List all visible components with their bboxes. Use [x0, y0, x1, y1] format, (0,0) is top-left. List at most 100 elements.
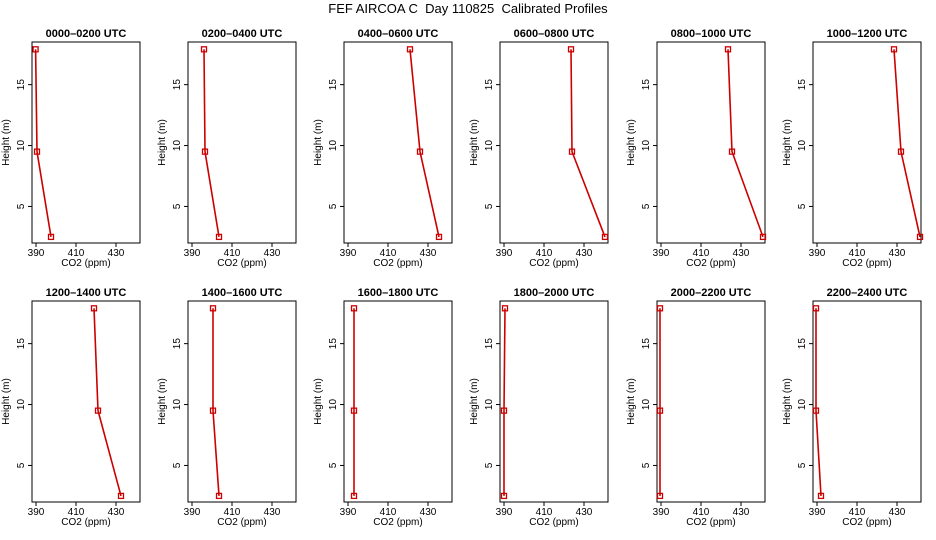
x-tick-label: 390 [809, 248, 826, 259]
data-point-marker [568, 148, 576, 155]
data-point-marker [215, 492, 223, 500]
x-tick-label: 410 [68, 248, 85, 259]
data-point-marker [33, 148, 41, 155]
y-tick-label: 10 [484, 399, 495, 411]
data-point-marker [656, 305, 664, 312]
profile-line [503, 308, 506, 496]
data-point-marker [890, 46, 898, 53]
y-tick-label: 5 [641, 462, 652, 468]
panel-title: 1600–1800 UTC [358, 287, 439, 299]
data-point-marker [567, 46, 575, 53]
data-point-marker [501, 305, 509, 312]
y-tick-label: 10 [16, 399, 27, 411]
data-point-marker [90, 305, 98, 312]
x-tick-label: 430 [108, 507, 125, 518]
profile-line [34, 49, 52, 238]
profile-line [203, 49, 220, 238]
y-tick-label: 5 [328, 462, 339, 468]
data-point-marker [94, 407, 102, 414]
y-tick-label: 5 [484, 462, 495, 468]
data-point-marker [350, 305, 358, 312]
plot-frame [499, 41, 609, 244]
x-tick-label: 410 [693, 248, 710, 259]
data-point-marker [209, 407, 217, 414]
x-axis-label: CO2 (ppm) [842, 517, 891, 528]
plot-frame [343, 41, 453, 244]
y-tick-label: 5 [484, 203, 495, 209]
y-tick-label: 15 [641, 79, 652, 91]
panel-title: 1000–1200 UTC [827, 28, 908, 40]
x-tick-label: 410 [536, 248, 553, 259]
data-point-marker [350, 492, 358, 500]
profile-line [893, 49, 921, 238]
x-tick-label: 390 [340, 507, 357, 518]
x-axis-label: CO2 (ppm) [217, 258, 266, 269]
y-tick-label: 15 [797, 79, 808, 91]
x-tick-label: 390 [653, 507, 670, 518]
data-point-marker [728, 148, 736, 155]
y-tick-label: 5 [16, 462, 27, 468]
plot-frame [187, 41, 297, 244]
x-tick-label: 410 [693, 507, 710, 518]
y-axis-label: Height (m) [313, 378, 324, 425]
profile-line [570, 49, 606, 238]
y-tick-label: 15 [484, 79, 495, 91]
plot-frame [499, 300, 609, 503]
y-tick-label: 15 [16, 338, 27, 350]
y-tick-label: 15 [797, 338, 808, 350]
x-tick-label: 410 [380, 507, 397, 518]
panel-title: 0000–0200 UTC [46, 28, 127, 40]
x-tick-label: 430 [889, 507, 906, 518]
y-tick-label: 10 [172, 140, 183, 152]
x-tick-label: 430 [420, 248, 437, 259]
data-point-marker [47, 233, 55, 241]
x-axis-label: CO2 (ppm) [842, 258, 891, 269]
x-tick-label: 390 [184, 507, 201, 518]
x-axis-label: CO2 (ppm) [529, 517, 578, 528]
panel-title: 1200–1400 UTC [46, 287, 127, 299]
profile-line [727, 49, 764, 238]
x-tick-label: 390 [340, 248, 357, 259]
data-point-marker [656, 407, 664, 414]
data-point-marker [435, 233, 443, 241]
data-point-marker [416, 148, 424, 155]
x-axis-label: CO2 (ppm) [217, 517, 266, 528]
y-tick-label: 5 [16, 203, 27, 209]
panel-title: 1800–2000 UTC [514, 287, 595, 299]
panel-title: 1400–1600 UTC [202, 287, 283, 299]
data-point-marker [601, 233, 609, 241]
x-axis-label: CO2 (ppm) [373, 258, 422, 269]
data-point-marker [759, 233, 767, 241]
x-axis-label: CO2 (ppm) [686, 517, 735, 528]
data-point-marker [812, 407, 820, 414]
panel-title: 2200–2400 UTC [827, 287, 908, 299]
x-tick-label: 430 [733, 248, 750, 259]
y-tick-label: 10 [484, 140, 495, 152]
x-axis-label: CO2 (ppm) [61, 258, 110, 269]
x-tick-label: 390 [653, 248, 670, 259]
plot-frame [812, 300, 922, 503]
chart-main-title: FEF AIRCOA C Day 110825 Calibrated Profi… [328, 1, 608, 16]
x-axis-label: CO2 (ppm) [529, 258, 578, 269]
x-tick-label: 410 [68, 507, 85, 518]
y-tick-label: 15 [484, 338, 495, 350]
y-tick-label: 5 [797, 203, 808, 209]
x-tick-label: 430 [576, 507, 593, 518]
x-tick-label: 430 [264, 507, 281, 518]
x-tick-label: 430 [108, 248, 125, 259]
y-tick-label: 10 [172, 399, 183, 411]
data-point-marker [200, 46, 208, 53]
x-axis-label: CO2 (ppm) [373, 517, 422, 528]
y-tick-label: 10 [328, 399, 339, 411]
x-tick-label: 430 [889, 248, 906, 259]
x-tick-label: 430 [264, 248, 281, 259]
y-axis-label: Height (m) [157, 119, 168, 166]
y-tick-label: 15 [172, 79, 183, 91]
y-tick-label: 10 [797, 140, 808, 152]
panel-title: 0800–1000 UTC [671, 28, 752, 40]
y-axis-label: Height (m) [626, 378, 637, 425]
y-axis-label: Height (m) [313, 119, 324, 166]
data-point-marker [500, 492, 508, 500]
y-tick-label: 5 [641, 203, 652, 209]
data-point-marker [215, 233, 223, 241]
